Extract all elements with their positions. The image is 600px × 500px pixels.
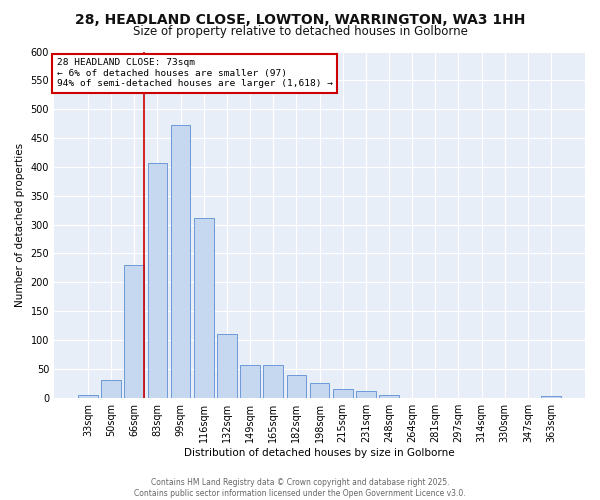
Bar <box>240 365 260 398</box>
Text: 28, HEADLAND CLOSE, LOWTON, WARRINGTON, WA3 1HH: 28, HEADLAND CLOSE, LOWTON, WARRINGTON, … <box>75 12 525 26</box>
Bar <box>217 334 237 398</box>
Y-axis label: Number of detached properties: Number of detached properties <box>15 142 25 306</box>
Text: Contains HM Land Registry data © Crown copyright and database right 2025.
Contai: Contains HM Land Registry data © Crown c… <box>134 478 466 498</box>
Bar <box>310 384 329 398</box>
Bar <box>333 389 353 398</box>
Bar <box>356 392 376 398</box>
X-axis label: Distribution of detached houses by size in Golborne: Distribution of detached houses by size … <box>184 448 455 458</box>
Text: 28 HEADLAND CLOSE: 73sqm
← 6% of detached houses are smaller (97)
94% of semi-de: 28 HEADLAND CLOSE: 73sqm ← 6% of detache… <box>56 58 332 88</box>
Bar <box>171 125 190 398</box>
Bar <box>148 163 167 398</box>
Bar <box>194 218 214 398</box>
Bar <box>263 365 283 398</box>
Bar <box>541 396 561 398</box>
Bar <box>287 374 306 398</box>
Bar <box>101 380 121 398</box>
Bar <box>78 395 98 398</box>
Bar <box>124 265 144 398</box>
Text: Size of property relative to detached houses in Golborne: Size of property relative to detached ho… <box>133 25 467 38</box>
Bar <box>379 395 399 398</box>
